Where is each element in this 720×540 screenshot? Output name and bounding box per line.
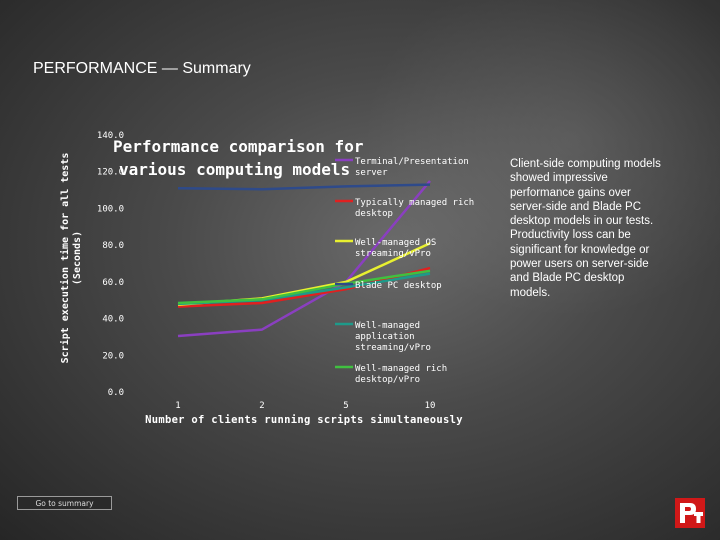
background-glow [360, 0, 720, 320]
legend-label: Typically managed rich desktop [355, 198, 474, 219]
legend-label: Blade PC desktop [355, 281, 442, 291]
series-line [177, 180, 431, 338]
x-tick-label: 5 [343, 401, 348, 411]
x-axis-title: Number of clients running scripts simult… [145, 414, 463, 426]
y-tick-label: 0.0 [108, 388, 124, 398]
go-to-summary-button[interactable]: Go to summary [17, 496, 112, 510]
summary-note: Client-side computing models showed impr… [510, 158, 661, 299]
pt-logo-icon [675, 498, 705, 528]
legend-label: Well-managed rich desktop/vPro [355, 364, 447, 385]
y-tick-label: 60.0 [102, 278, 124, 288]
x-tick-label: 10 [425, 401, 436, 411]
y-axis-title: Script execution time for all tests(Seco… [59, 153, 83, 364]
y-tick-label: 140.0 [97, 131, 124, 141]
y-tick-label: 80.0 [102, 241, 124, 251]
series-line [177, 266, 431, 308]
page-title: PERFORMANCE — Summary [33, 60, 251, 77]
x-tick-label: 2 [259, 401, 264, 411]
y-tick-label: 20.0 [102, 351, 124, 361]
y-tick-label: 100.0 [97, 204, 124, 214]
series-line [177, 269, 431, 305]
legend-label: Terminal/Presentation server [355, 157, 469, 178]
chart-title: Performance comparison for various comput… [113, 137, 363, 179]
y-tick-label: 40.0 [102, 315, 124, 325]
legend-label: Well-managed OS streaming/vPro [355, 238, 436, 259]
series-line [177, 183, 431, 191]
legend-label: Well-managed application streaming/vPro [355, 321, 431, 353]
x-tick-label: 1 [175, 401, 180, 411]
y-tick-label: 120.0 [97, 168, 124, 178]
